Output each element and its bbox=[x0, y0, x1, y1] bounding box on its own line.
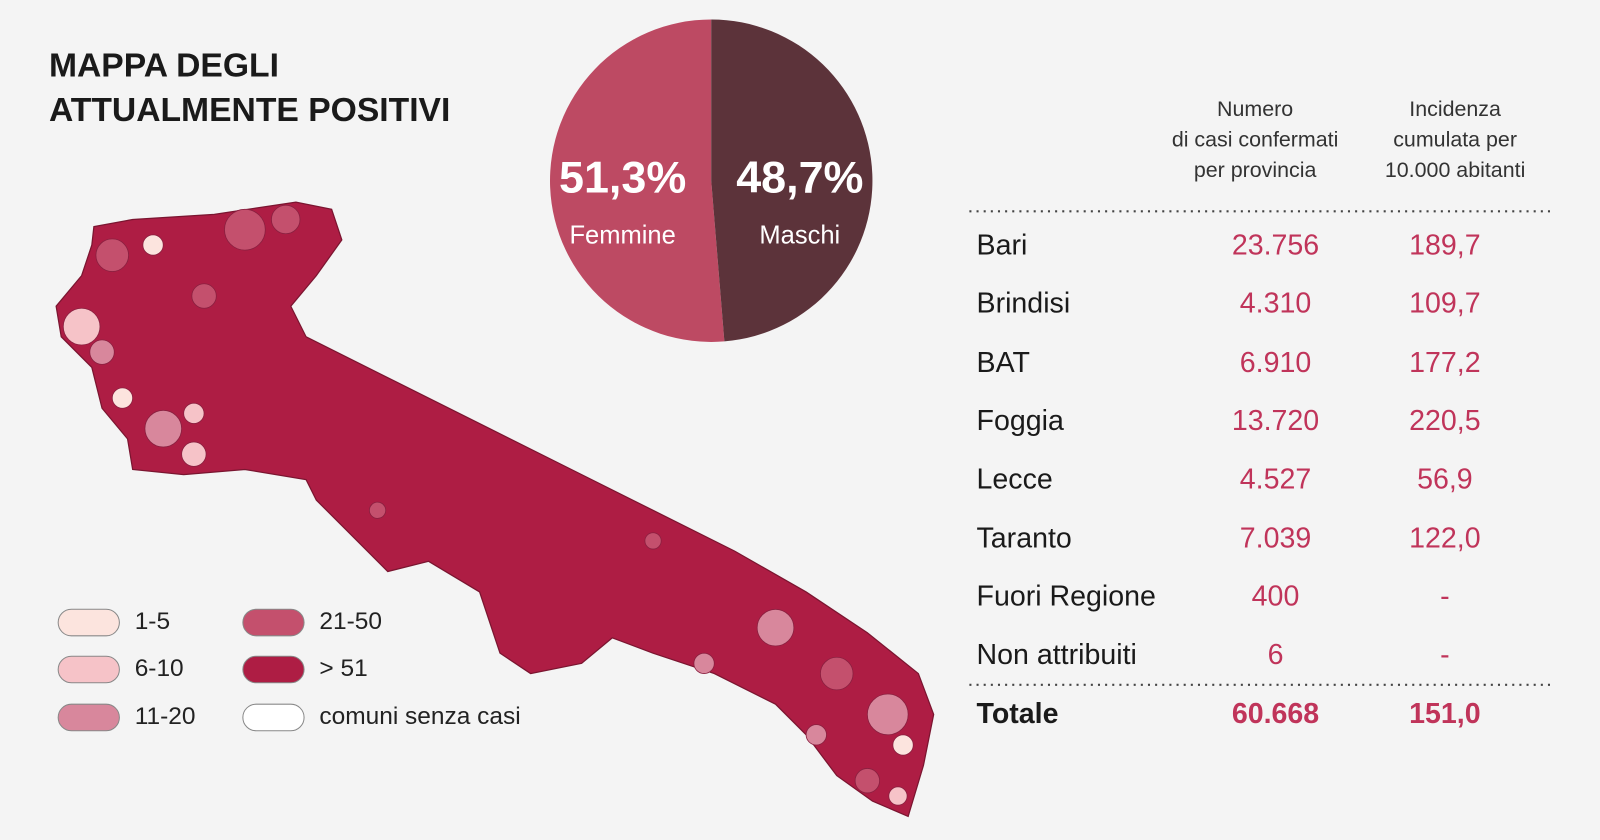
row-label: Lecce bbox=[977, 463, 1053, 495]
cell-value: 13.720 bbox=[1232, 405, 1319, 437]
cell-value: 4.310 bbox=[1240, 288, 1311, 320]
row-label: Fuori Regione bbox=[977, 581, 1156, 613]
legend-swatch bbox=[242, 608, 305, 637]
pie-value-label: 51,3% bbox=[559, 152, 686, 203]
cell-value: 400 bbox=[1252, 581, 1300, 613]
title-line: ATTUALMENTE POSITIVI bbox=[49, 92, 450, 129]
legend-swatch bbox=[242, 703, 305, 732]
legend-swatch bbox=[57, 608, 120, 637]
legend-label: 6-10 bbox=[135, 655, 184, 682]
column-header: Numero bbox=[1217, 97, 1293, 121]
legend-swatch bbox=[57, 703, 120, 732]
cell-value: 177,2 bbox=[1409, 347, 1480, 379]
legend-swatch bbox=[242, 655, 305, 684]
column-header: cumulata per bbox=[1393, 128, 1517, 152]
cell-value: 7.039 bbox=[1240, 522, 1311, 554]
legend-swatch bbox=[57, 655, 120, 684]
row-label: Non attribuiti bbox=[977, 639, 1137, 671]
row-label: BAT bbox=[977, 347, 1030, 379]
column-header: 10.000 abitanti bbox=[1385, 158, 1525, 182]
map-legend: 1-5 6-10 11-20 21-50 > 51 comuni senza casi bbox=[57, 608, 521, 732]
cell-value: - bbox=[1440, 639, 1450, 671]
cell-value: 6.910 bbox=[1240, 347, 1311, 379]
map-areas bbox=[62, 204, 914, 806]
cell-value: 122,0 bbox=[1409, 522, 1480, 554]
row-label: Taranto bbox=[977, 522, 1072, 554]
column-header: di casi confermati bbox=[1172, 128, 1339, 152]
legend-label: 21-50 bbox=[319, 608, 382, 635]
cell-value: 220,5 bbox=[1409, 405, 1480, 437]
total-value: 151,0 bbox=[1409, 698, 1480, 730]
cell-value: 189,7 bbox=[1409, 230, 1480, 262]
cell-value: 23.756 bbox=[1232, 230, 1319, 262]
row-label: Brindisi bbox=[977, 288, 1071, 320]
legend-label: 11-20 bbox=[135, 703, 196, 730]
pie-category-label: Maschi bbox=[759, 222, 840, 250]
row-label: Bari bbox=[977, 230, 1028, 262]
total-value: 60.668 bbox=[1232, 698, 1319, 730]
total-label: Totale bbox=[977, 698, 1059, 730]
map bbox=[55, 201, 935, 818]
pie-chart: 51,3% Femmine 48,7% Maschi bbox=[549, 19, 873, 342]
pie-category-label: Femmine bbox=[569, 222, 675, 250]
cell-value: 4.527 bbox=[1240, 463, 1311, 495]
data-table: Numero di casi confermati per provincia Inc… bbox=[969, 97, 1554, 730]
legend-label: 1-5 bbox=[135, 608, 170, 635]
column-header: Incidenza bbox=[1409, 97, 1501, 121]
title-line: MAPPA DEGLI bbox=[49, 47, 279, 84]
cell-value: 6 bbox=[1268, 639, 1284, 671]
column-header: per provincia bbox=[1194, 158, 1317, 182]
legend-label: comuni senza casi bbox=[319, 703, 520, 730]
cell-value: 56,9 bbox=[1417, 463, 1473, 495]
pie-value-label: 48,7% bbox=[736, 152, 863, 203]
cell-value: 109,7 bbox=[1409, 288, 1480, 320]
pie-slice bbox=[549, 19, 725, 342]
pie-slice bbox=[711, 19, 873, 342]
row-label: Foggia bbox=[977, 405, 1064, 437]
cell-value: - bbox=[1440, 581, 1450, 613]
legend-label: > 51 bbox=[319, 655, 367, 682]
